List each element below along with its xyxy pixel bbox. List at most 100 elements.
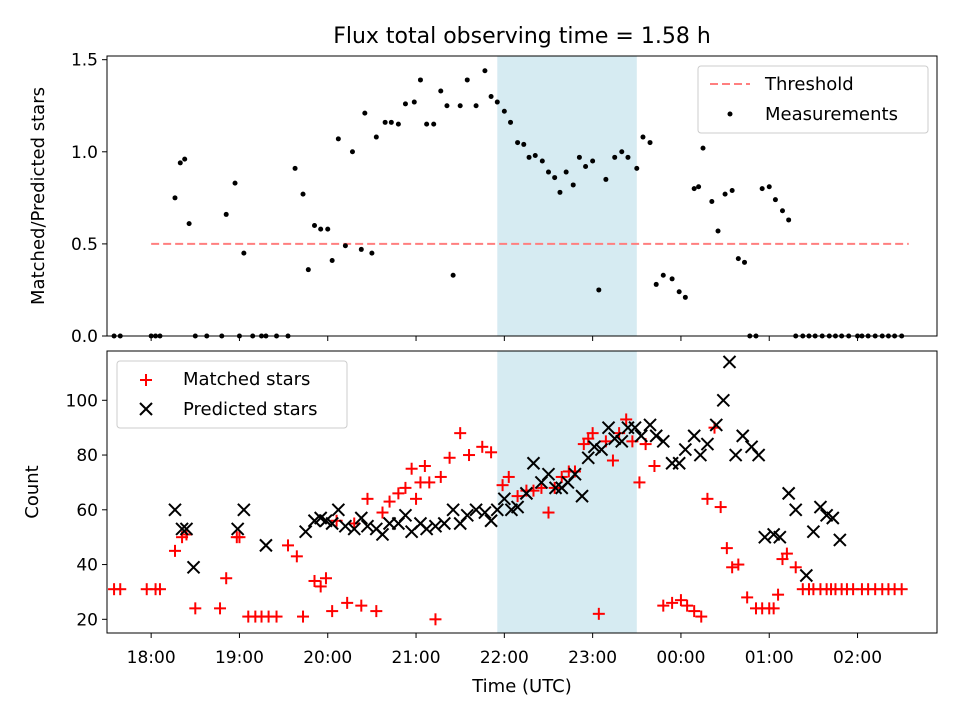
matched-star-point: [476, 440, 489, 453]
predicted-star-point: [331, 503, 346, 517]
matched-star-point: [399, 481, 412, 494]
y-tick-label: 20: [76, 610, 98, 630]
measurement-point: [696, 184, 702, 190]
matched-star-point: [726, 561, 739, 574]
bottom-plot-frame: [106, 350, 938, 634]
top-legend: Threshold Measurements: [697, 65, 929, 134]
matched-star-point: [270, 610, 283, 623]
measurement-point: [619, 149, 625, 155]
measurement-point: [417, 77, 423, 83]
measurement-point: [223, 211, 229, 217]
predicted-star-point: [175, 522, 189, 536]
x-tick-label: 20:00: [303, 648, 352, 668]
measurement-point: [766, 184, 772, 190]
predicted-star-point: [548, 481, 563, 495]
matched-star-point: [314, 580, 327, 593]
y-tick-label: 0.5: [71, 235, 98, 255]
measurement-point: [552, 175, 558, 181]
matched-star-point: [767, 602, 780, 615]
predicted-star-point: [375, 527, 390, 542]
predicted-star-point: [693, 448, 708, 462]
measurement-point: [779, 208, 785, 214]
measurement-point: [682, 294, 688, 300]
predicted-star-point: [568, 467, 582, 481]
matched-star-point: [895, 583, 908, 596]
matched-star-point: [674, 594, 687, 607]
measurement-point: [464, 77, 470, 83]
measurement-point: [241, 250, 247, 256]
predicted-star-point: [186, 560, 201, 574]
matched-star-point: [681, 599, 694, 612]
matched-star-point: [666, 596, 679, 609]
matched-star-point: [542, 506, 555, 519]
bottom-data-marks: [108, 355, 908, 626]
measurement-point: [625, 154, 631, 160]
measurement-point: [482, 68, 488, 74]
predicted-star-point: [649, 429, 663, 443]
legend-matched-swatch: [140, 374, 152, 386]
top-legend-box: [697, 65, 929, 134]
matched-star-point: [214, 602, 227, 615]
predicted-star-point: [510, 500, 525, 514]
measurement-point: [634, 165, 640, 171]
predicted-star-point: [656, 434, 670, 449]
y-tick-label: 0.0: [71, 327, 98, 347]
measurement-point: [186, 221, 192, 227]
predicted-star-point: [751, 448, 766, 462]
measurement-point: [539, 158, 545, 164]
measurement-point: [342, 243, 348, 249]
matched-star-point: [633, 476, 646, 489]
matched-star-point: [220, 572, 233, 585]
matched-star-point: [648, 459, 661, 472]
measurement-point: [373, 134, 379, 140]
x-tick-label: 19:00: [215, 648, 264, 668]
y-tick-label: 1.0: [71, 143, 98, 163]
predicted-star-point: [179, 522, 194, 536]
predicted-star-point: [687, 429, 701, 443]
measurement-point: [402, 101, 408, 107]
predicted-star-point: [758, 530, 772, 544]
matched-star-point: [511, 490, 524, 503]
matched-star-point: [772, 588, 785, 601]
top-chart-title: Flux total observing time = 1.58 h: [333, 24, 711, 49]
measurement-point: [676, 289, 682, 295]
matched-star-point: [376, 506, 389, 519]
bottom-legend-box: [116, 360, 348, 429]
measurement-point: [759, 186, 765, 192]
measurement-point: [450, 272, 456, 278]
matched-star-point: [732, 558, 745, 571]
matched-star-point: [282, 539, 295, 552]
predicted-star-point: [428, 519, 443, 533]
x-tick-label: 02:00: [833, 648, 882, 668]
x-tick-label: 18:00: [127, 648, 176, 668]
measurement-point: [431, 121, 437, 127]
measurement-point: [660, 272, 666, 278]
matched-star-point: [361, 492, 374, 505]
predicted-star-point: [773, 530, 787, 544]
matched-star-point: [463, 449, 476, 462]
measurement-point: [508, 119, 514, 125]
matched-star-point: [405, 462, 418, 475]
measurement-point: [570, 182, 576, 188]
predicted-star-point: [608, 431, 622, 446]
predicted-star-point: [497, 492, 512, 506]
measurement-point: [772, 197, 778, 203]
measurement-point: [382, 119, 388, 125]
measurement-point: [653, 281, 659, 287]
measurement-point: [603, 176, 609, 182]
measurement-point: [640, 134, 646, 140]
matched-star-point: [153, 583, 166, 596]
matched-star-point: [720, 542, 733, 555]
matched-star-point: [592, 607, 605, 620]
y-tick-label: 1.5: [71, 51, 98, 71]
x-tick-label: 01:00: [745, 648, 794, 668]
matched-star-point: [620, 413, 633, 426]
predicted-star-point: [360, 519, 375, 533]
predicted-star-point: [230, 522, 245, 536]
predicted-star-point: [298, 524, 313, 539]
top-chart: Flux total observing time = 1.58 h 0.0 0.…: [28, 24, 938, 347]
legend-predicted-swatch: [139, 402, 153, 416]
x-tick-label: 23:00: [568, 648, 617, 668]
measurement-point: [647, 140, 653, 146]
